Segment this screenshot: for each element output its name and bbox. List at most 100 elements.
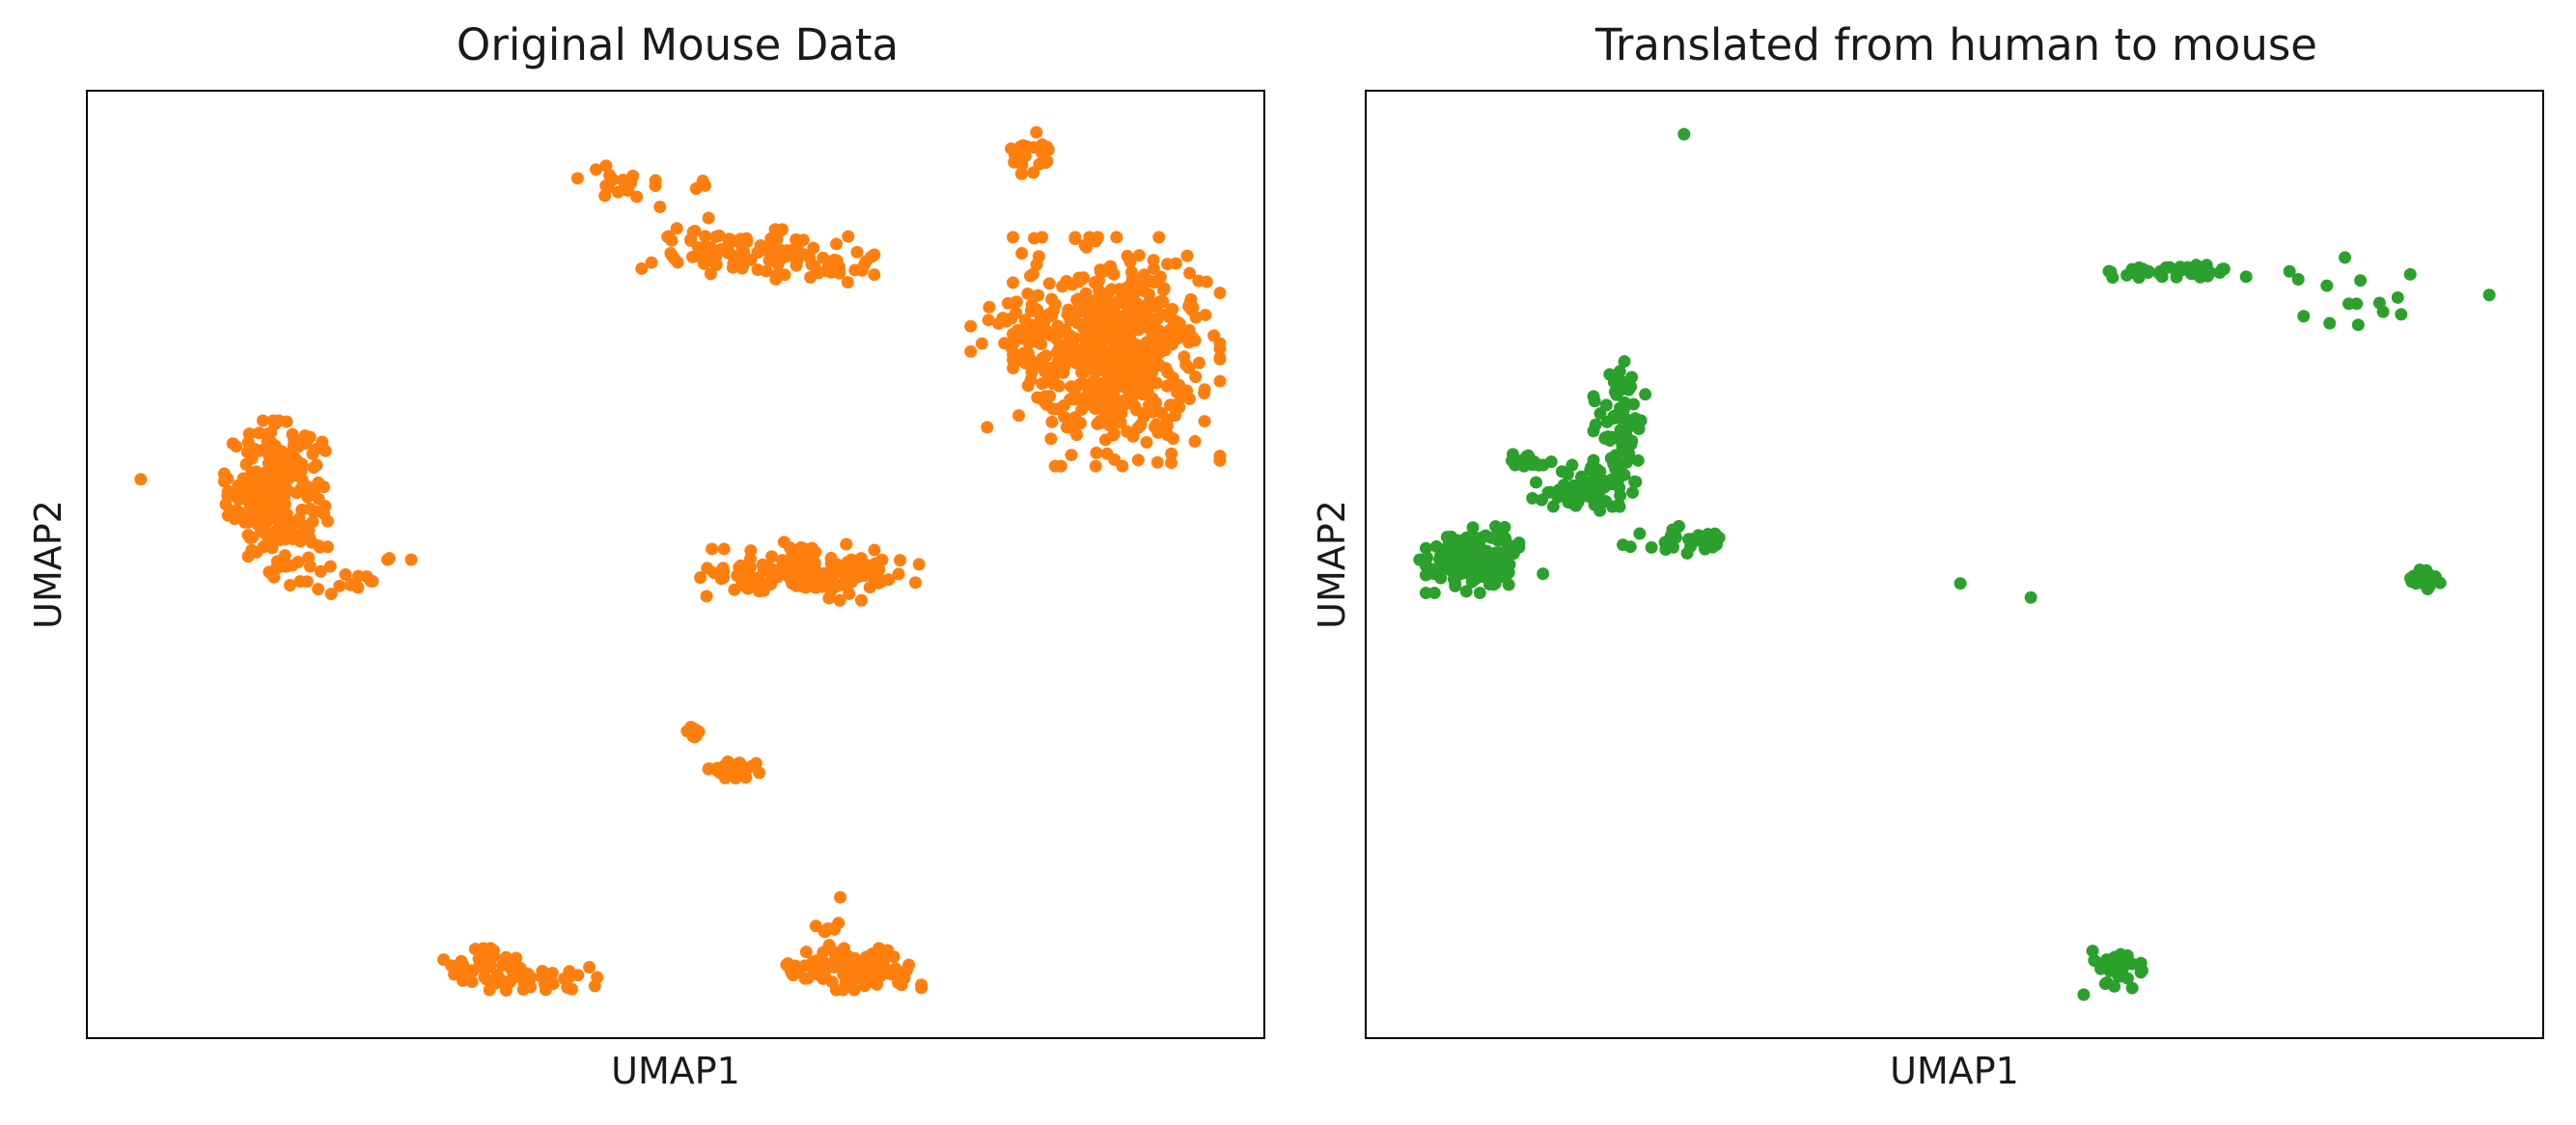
scatter-point: [288, 452, 301, 465]
scatter-point: [1623, 540, 1637, 554]
scatter-point: [1589, 418, 1602, 431]
scatter-point: [824, 584, 838, 597]
scatter-point: [1466, 521, 1480, 535]
scatter-point: [2339, 251, 2352, 264]
scatter-point: [856, 964, 870, 977]
scatter-point: [915, 978, 928, 992]
scatter-point: [1432, 564, 1446, 578]
scatter-point: [1953, 577, 1967, 590]
scatter-point: [1185, 303, 1199, 316]
scatter-point: [717, 571, 731, 585]
scatter-point: [1120, 331, 1133, 344]
scatter-point: [244, 509, 258, 523]
scatter-point: [1122, 350, 1135, 364]
scatter-point: [744, 544, 758, 558]
scatter-point: [299, 437, 313, 451]
scatter-point: [1680, 546, 1694, 560]
scatter-point: [1213, 374, 1227, 388]
scatter-point: [887, 950, 900, 964]
scatter-point: [1068, 393, 1082, 406]
scatter-point: [484, 942, 497, 955]
scatter-point: [561, 981, 574, 994]
scatter-point: [1035, 338, 1048, 351]
scatter-point: [670, 222, 683, 235]
scatter-point: [770, 233, 784, 246]
scatter-point: [1677, 127, 1691, 141]
scatter-point: [2404, 571, 2418, 585]
scatter-point: [1137, 268, 1150, 282]
scatter-point: [465, 975, 479, 989]
scatter-point: [1036, 377, 1049, 391]
panel-translated: Translated from human to mouse UMAP1 UMA…: [1288, 0, 2576, 1125]
scatter-point: [764, 578, 778, 590]
scatter-point: [834, 891, 847, 904]
scatter-point: [1170, 326, 1183, 340]
scatter-point: [811, 960, 824, 973]
scatter-point: [2391, 290, 2404, 304]
scatter-point: [1164, 398, 1177, 412]
scatter-point: [1600, 415, 1614, 428]
scatter-point: [270, 562, 284, 575]
scatter-point: [491, 974, 505, 988]
scatter-point: [1440, 531, 1454, 544]
scatter-point: [339, 567, 352, 581]
scatter-point: [1024, 329, 1038, 343]
scatter-point: [892, 567, 905, 581]
scatter-point: [1586, 480, 1599, 493]
scatter-point: [1146, 392, 1159, 405]
scatter-point: [2342, 297, 2356, 311]
scatter-point: [603, 169, 617, 182]
scatter-point: [1110, 231, 1123, 244]
scatter-point: [699, 178, 711, 192]
scatter-point: [2323, 316, 2337, 330]
scatter-point: [684, 233, 698, 247]
scatter-point: [1537, 567, 1550, 581]
chart-title: Translated from human to mouse: [1595, 19, 2317, 70]
scatter-point: [1192, 274, 1205, 288]
scatter-point: [1473, 587, 1486, 600]
scatter-point: [1125, 271, 1139, 285]
scatter-point: [842, 230, 855, 243]
scatter-point: [1427, 587, 1441, 600]
scatter-point: [752, 571, 765, 585]
scatter-point: [2351, 318, 2365, 332]
scatter-point: [457, 974, 470, 987]
scatter-point: [599, 159, 613, 173]
scatter-point: [740, 232, 754, 245]
scatter-point: [1057, 398, 1070, 412]
scatter-point: [516, 983, 530, 996]
scatter-point: [1150, 312, 1164, 325]
scatter-point: [1131, 453, 1145, 467]
scatter-point: [1659, 543, 1673, 557]
scatter-point: [1581, 489, 1594, 502]
scatter-point: [645, 256, 658, 269]
scatter-point: [688, 723, 702, 736]
scatter-point: [761, 560, 774, 572]
scatter-point: [912, 558, 926, 571]
scatter-point: [1102, 399, 1116, 413]
scatter-point: [473, 960, 486, 974]
scatter-point: [284, 579, 296, 591]
scatter-point: [808, 557, 821, 569]
scatter-point: [1091, 390, 1104, 403]
scatter-point: [226, 437, 239, 451]
scatter-point: [1593, 407, 1607, 421]
scatter-point: [822, 939, 836, 952]
scatter-point: [1145, 334, 1158, 347]
scatter-point: [808, 260, 821, 273]
scatter-point: [1137, 410, 1150, 424]
scatter-point: [772, 242, 786, 256]
scatter-point: [1107, 357, 1121, 370]
scatter-point: [1569, 480, 1583, 494]
scatter-point: [875, 553, 889, 566]
scatter-point: [1115, 372, 1128, 386]
scatter-point: [2424, 579, 2437, 592]
scatter-point: [1044, 432, 1058, 446]
scatter-point: [1213, 343, 1227, 356]
scatter-point: [2403, 267, 2417, 281]
scatter-point: [1682, 533, 1695, 546]
scatter-point: [982, 314, 995, 327]
scatter-point: [1183, 266, 1197, 280]
scatter-point: [1128, 399, 1142, 413]
scatter-point: [2482, 288, 2496, 302]
